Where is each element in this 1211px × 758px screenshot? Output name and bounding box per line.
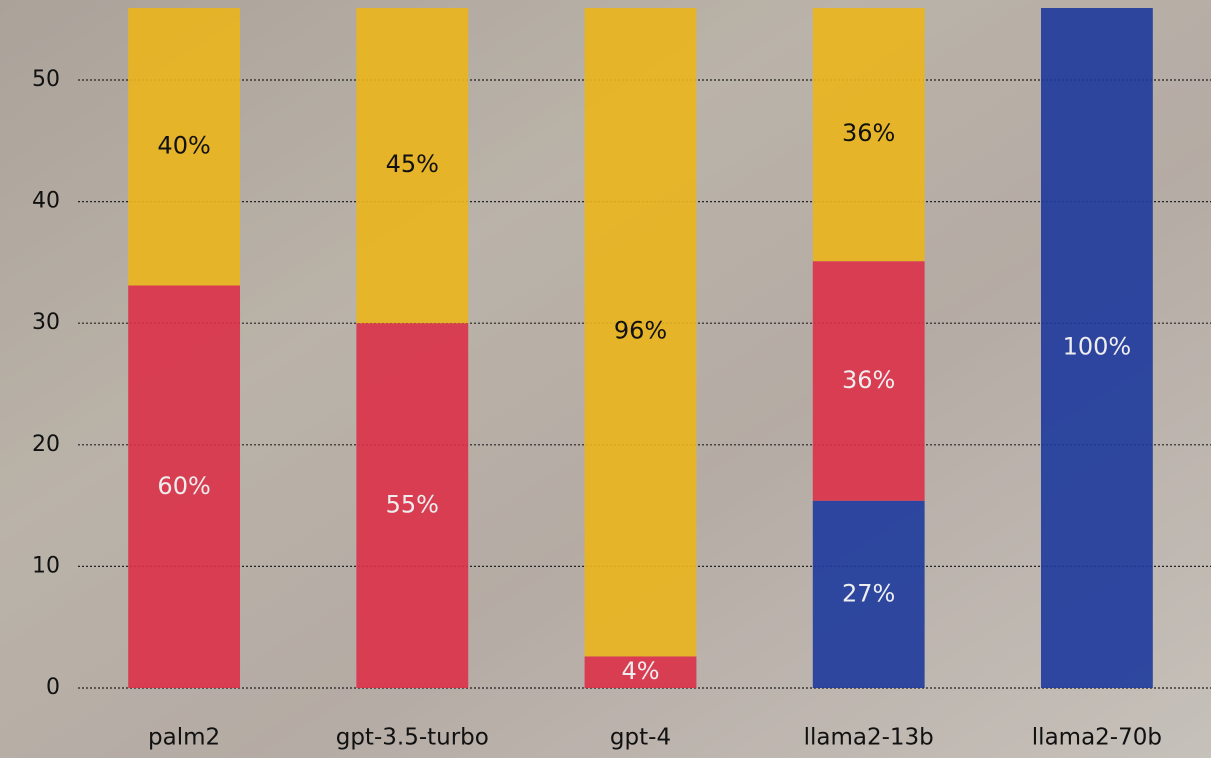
y-tick-label: 40 [32, 189, 60, 214]
bar-segment [584, 8, 697, 657]
value-label: 100% [1063, 333, 1132, 361]
bar-segment [584, 656, 697, 688]
bars [128, 8, 1153, 689]
x-tick-label: gpt-4 [610, 725, 671, 751]
value-label: 40% [157, 131, 210, 159]
grid [78, 79, 1211, 689]
bar-segment [128, 8, 241, 286]
value-label: 96% [614, 317, 667, 345]
bar-segment [1040, 8, 1153, 689]
bar-segment [812, 500, 925, 688]
y-tick-label: 10 [32, 553, 60, 578]
bar-segment [812, 261, 925, 501]
value-label: 60% [157, 472, 210, 500]
x-tick-label: llama2-13b [804, 725, 934, 751]
value-label: 55% [386, 491, 439, 519]
y-tick-label: 30 [32, 310, 60, 335]
bar-segment [812, 8, 925, 262]
bar-segment [356, 323, 469, 688]
bar-segment [128, 285, 241, 688]
x-tick-label: llama2-70b [1032, 725, 1162, 751]
x-tick-label: gpt-3.5-turbo [336, 725, 489, 751]
bar-segment [356, 8, 469, 324]
value-label: 45% [386, 150, 439, 178]
value-label: 27% [842, 579, 895, 607]
value-label: 36% [842, 119, 895, 147]
value-label: 36% [842, 366, 895, 394]
y-tick-label: 0 [46, 675, 60, 700]
value-label: 4% [621, 657, 659, 685]
y-tick-label: 20 [32, 432, 60, 457]
labels: 0 10 20 30 40 50 palm2 60% 40% gpt-3.5-turbo 55% 45… [32, 67, 1162, 751]
y-tick-label: 50 [32, 67, 60, 92]
x-tick-label: palm2 [148, 725, 220, 751]
